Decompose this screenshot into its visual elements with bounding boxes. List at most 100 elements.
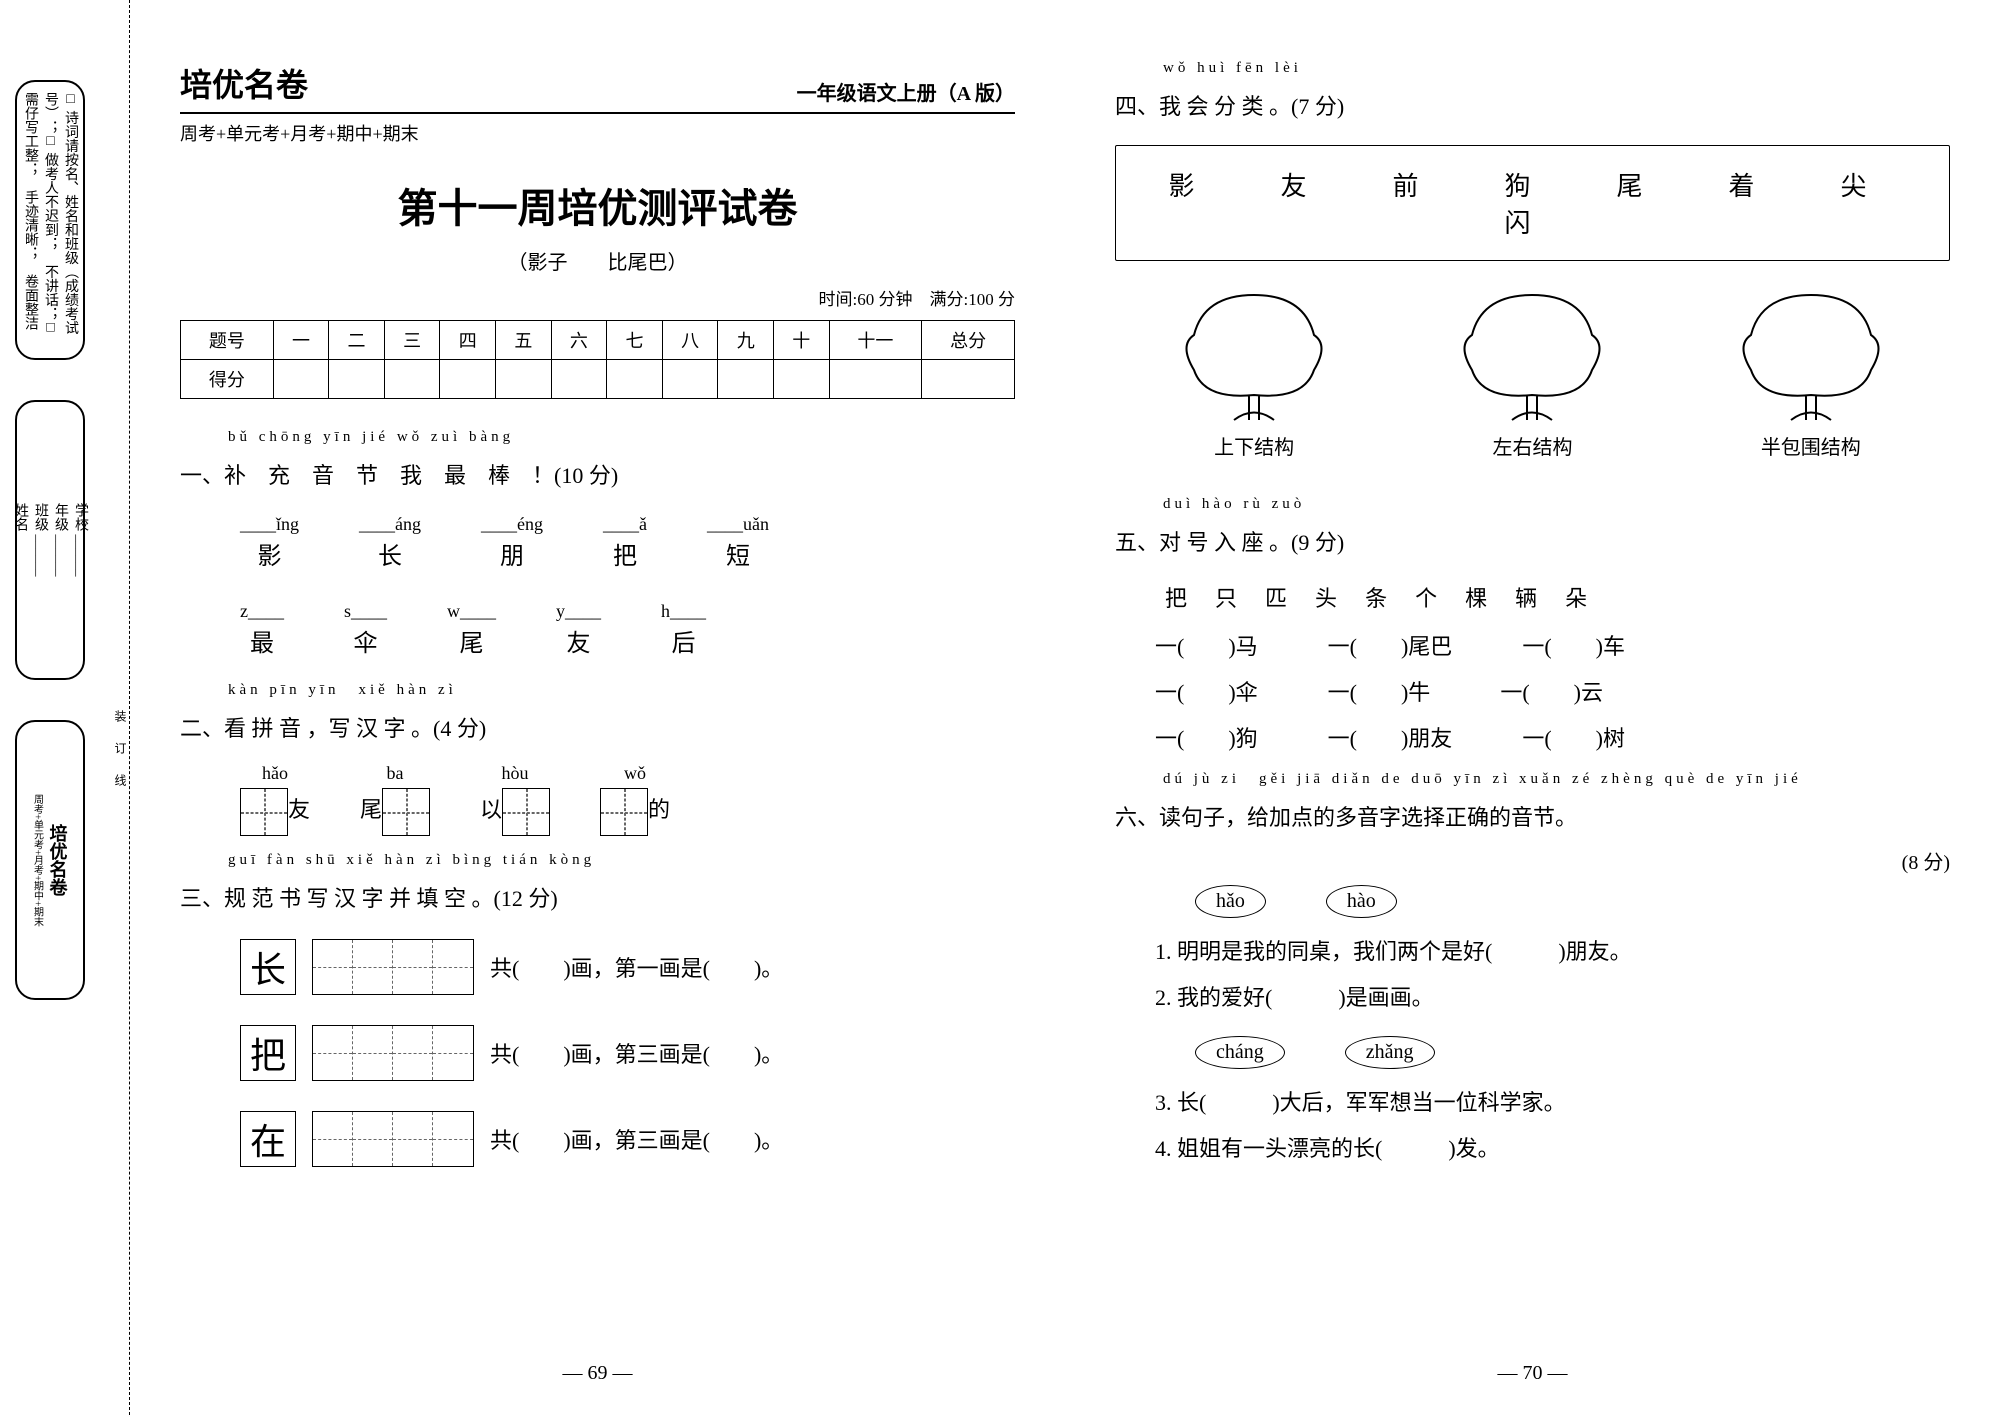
py: s____: [344, 601, 387, 622]
tag: cháng: [1195, 1036, 1285, 1069]
q6-tags1: hǎo hào: [1195, 885, 1950, 918]
w: 头: [1315, 581, 1337, 613]
hz: 后: [661, 622, 706, 658]
side-label-3: 姓名 ______: [10, 503, 30, 577]
char: 在: [240, 1111, 296, 1167]
py: hòu: [480, 763, 550, 784]
q4-pinyin: wǒ huì fēn lèi: [1163, 60, 1950, 77]
side-label-1: 年级 ______: [50, 503, 70, 577]
pages: 培优名卷 一年级语文上册（A 版） 周考+单元考+月考+期中+期末 第十一周培优…: [130, 0, 2000, 1415]
py: ____éng: [481, 514, 543, 535]
cell: 一( )狗: [1155, 721, 1258, 753]
q2-head: 二、看 拼 音 ，写 汉 字 。(4 分): [180, 711, 1015, 743]
q5-pinyin: duì hào rù zuò: [1163, 496, 1950, 513]
td[interactable]: [774, 360, 830, 399]
py: ____áng: [359, 514, 421, 535]
py: ____uǎn: [707, 514, 769, 535]
cell: 一( )车: [1522, 629, 1625, 661]
write-box[interactable]: [382, 788, 430, 836]
sub-header: 周考+单元考+月考+期中+期末: [180, 120, 1015, 146]
q4-head: 四、我 会 分 类 。(7 分): [1115, 89, 1950, 121]
line: 3. 长( )大后，军军想当一位科学家。: [1155, 1085, 1950, 1117]
q3-line: 长 共( )画，第一画是( )。: [240, 939, 1015, 995]
td[interactable]: [607, 360, 663, 399]
page-num-right: — 70 —: [1115, 1342, 1950, 1385]
py: ba: [360, 763, 430, 784]
sidebar: □ 诗词请按名、姓名和班级（成绩考试号）；□ 做考人不迟到； 不讲话；□ 需仔写…: [0, 0, 100, 1415]
py: y____: [556, 601, 601, 622]
q2-item: hǎo 友: [240, 763, 310, 836]
q5-rows: 一( )马一( )尾巴一( )车 一( )伞一( )牛一( )云 一( )狗一(…: [1155, 629, 1950, 767]
write-box[interactable]: [502, 788, 550, 836]
td[interactable]: [551, 360, 607, 399]
side-label-2: 班级 ______: [30, 503, 50, 577]
q2-item: hòu以: [480, 763, 550, 836]
th: 六: [551, 321, 607, 360]
table-row: 得分: [181, 360, 1015, 399]
suf: 友: [288, 797, 310, 822]
th: 九: [718, 321, 774, 360]
q4-trees: 上下结构 左右结构 半包围结构: [1115, 285, 1950, 460]
title-main: 第十一周培优测评试卷: [180, 176, 1015, 234]
line: 1. 明明是我的同桌，我们两个是好( )朋友。: [1155, 934, 1950, 966]
grade-info: 一年级语文上册（A 版）: [797, 77, 1015, 106]
q4-word-box: 影 友 前 狗 尾 着 尖 闪: [1115, 145, 1950, 261]
q3-pinyin: guī fàn shū xiě hàn zì bìng tián kòng: [228, 852, 1015, 869]
w: 棵: [1465, 581, 1487, 613]
q5-head: 五、对 号 入 座 。(9 分): [1115, 525, 1950, 557]
py: z____: [240, 601, 284, 622]
q6-lines1: 1. 明明是我的同桌，我们两个是好( )朋友。 2. 我的爱好( )是画画。: [1155, 934, 1950, 1026]
char: 长: [240, 939, 296, 995]
hz: 伞: [344, 622, 387, 658]
td[interactable]: [273, 360, 329, 399]
page-left: 培优名卷 一年级语文上册（A 版） 周考+单元考+月考+期中+期末 第十一周培优…: [130, 0, 1065, 1415]
score-table: 题号 一 二 三 四 五 六 七 八 九 十 十一 总分 得分: [180, 320, 1015, 399]
th: 四: [440, 321, 496, 360]
th: 七: [607, 321, 663, 360]
td[interactable]: [922, 360, 1015, 399]
w: 个: [1415, 581, 1437, 613]
td[interactable]: [662, 360, 718, 399]
tree-col: 上下结构: [1174, 285, 1334, 460]
td[interactable]: [718, 360, 774, 399]
hz: 影: [240, 535, 299, 571]
q1-item: w____尾: [447, 601, 496, 658]
py: w____: [447, 601, 496, 622]
q3-text: 共( )画，第三画是( )。: [490, 1037, 783, 1069]
tree-col: 左右结构: [1452, 285, 1612, 460]
tag: zhǎng: [1345, 1036, 1435, 1069]
side-instructions-text: □ 诗词请按名、姓名和班级（成绩考试号）；□ 做考人不迟到； 不讲话；□ 需仔写…: [20, 92, 80, 348]
q1-item: z____最: [240, 601, 284, 658]
py: h____: [661, 601, 706, 622]
write-box[interactable]: [240, 788, 288, 836]
th: 十: [774, 321, 830, 360]
write-row[interactable]: [312, 939, 474, 995]
py: hǎo: [240, 763, 310, 784]
side-brand: 培优名卷: [45, 824, 71, 896]
page-num-left: — 69 —: [180, 1342, 1015, 1385]
w: 辆: [1515, 581, 1537, 613]
q2-item: wǒ的: [600, 763, 670, 836]
write-box[interactable]: [600, 788, 648, 836]
write-row[interactable]: [312, 1025, 474, 1081]
hz: 友: [556, 622, 601, 658]
q3-line: 把 共( )画，第三画是( )。: [240, 1025, 1015, 1081]
q1-item: ____ǎ把: [603, 514, 647, 571]
td: 得分: [181, 360, 274, 399]
binding-text: 装订线: [113, 710, 127, 806]
q2-item: ba 尾: [360, 763, 430, 836]
q6-lines2: 3. 长( )大后，军军想当一位科学家。 4. 姐姐有一头漂亮的长( )发。: [1155, 1085, 1950, 1177]
q6-tags2: cháng zhǎng: [1195, 1036, 1950, 1069]
time-info: 时间:60 分钟 满分:100 分: [180, 285, 1015, 310]
td[interactable]: [384, 360, 440, 399]
w: 匹: [1265, 581, 1287, 613]
suf: 的: [648, 797, 670, 822]
th: 题号: [181, 321, 274, 360]
td[interactable]: [496, 360, 552, 399]
td[interactable]: [329, 360, 385, 399]
td[interactable]: [829, 360, 922, 399]
td[interactable]: [440, 360, 496, 399]
write-row[interactable]: [312, 1111, 474, 1167]
line: 2. 我的爱好( )是画画。: [1155, 980, 1950, 1012]
pre: 尾: [360, 797, 382, 822]
